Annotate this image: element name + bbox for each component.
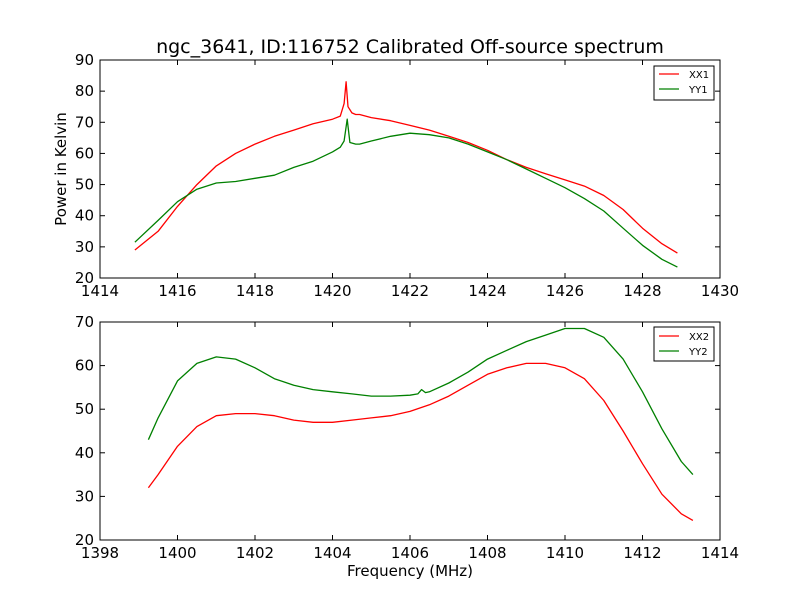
y-tick-label: 30: [75, 238, 94, 256]
x-tick-label: 1428: [623, 282, 661, 300]
x-tick-label: 1416: [158, 282, 196, 300]
y-tick-label: 40: [75, 207, 94, 225]
y-tick-label: 40: [75, 444, 94, 462]
x-tick-label: 1410: [546, 544, 584, 562]
x-tick-label: 1402: [236, 544, 274, 562]
series-line-yy1: [134, 118, 678, 268]
x-tick-label: 1430: [701, 282, 739, 300]
legend-box-bottom: [653, 326, 715, 362]
y-tick-label: 20: [75, 269, 94, 287]
plot-area-top: [100, 60, 720, 278]
x-tick-label: 1398: [81, 544, 119, 562]
y-tick-label: 60: [75, 357, 94, 375]
ticks-top: 1414 1416 1418 1420 1422 1424 1426 1428 1430 20 30…: [75, 51, 739, 300]
x-tick-label: 1422: [391, 282, 429, 300]
x-tick-label: 1414: [701, 544, 739, 562]
series-line-xx2: [147, 362, 694, 521]
plot-area-bottom: [100, 322, 720, 540]
x-tick-label: 1426: [546, 282, 584, 300]
x-tick-label: 1420: [313, 282, 351, 300]
legend-box-top: [653, 65, 715, 101]
legend-label-yy1: YY1: [688, 85, 708, 96]
x-tick-label: 1404: [313, 544, 351, 562]
series-line-xx1: [134, 81, 678, 254]
legend-label-xx1: XX1: [689, 70, 709, 81]
y-tick-label: 60: [75, 144, 94, 162]
series-group-bottom: [147, 327, 694, 521]
x-tick-label: 1408: [468, 544, 506, 562]
y-tick-label: 20: [75, 531, 94, 549]
y-axis-title-top: Power in Kelvin: [52, 112, 70, 226]
legend-bottom: XX2 YY2: [653, 326, 715, 362]
legend-label-xx2: XX2: [689, 332, 709, 343]
ticks-bottom: 1398 1400 1402 1404 1406 1408 1410 1412 1414 20 30…: [75, 313, 739, 562]
chart-title: ngc_3641, ID:116752 Calibrated Off-sourc…: [156, 36, 664, 58]
y-tick-label: 80: [75, 82, 94, 100]
y-tick-label: 70: [75, 313, 94, 331]
y-tick-label: 50: [75, 176, 94, 194]
x-tick-label: 1412: [623, 544, 661, 562]
legend-top: XX1 YY1: [653, 65, 715, 101]
x-tick-label: 1418: [236, 282, 274, 300]
x-tick-label: 1400: [158, 544, 196, 562]
y-tick-label: 70: [75, 113, 94, 131]
chart-top: ngc_3641, ID:116752 Calibrated Off-sourc…: [52, 36, 739, 300]
chart-bottom: 1398 1400 1402 1404 1406 1408 1410 1412 1414 20 30…: [75, 313, 739, 580]
series-line-yy2: [147, 327, 694, 476]
series-group-top: [134, 81, 678, 268]
y-tick-label: 30: [75, 487, 94, 505]
x-axis-title-bottom: Frequency (MHz): [347, 562, 473, 580]
y-tick-label: 90: [75, 51, 94, 69]
y-tick-label: 50: [75, 400, 94, 418]
x-tick-label: 1424: [468, 282, 506, 300]
x-tick-label: 1406: [391, 544, 429, 562]
legend-label-yy2: YY2: [688, 347, 708, 358]
x-tick-label: 1414: [81, 282, 119, 300]
